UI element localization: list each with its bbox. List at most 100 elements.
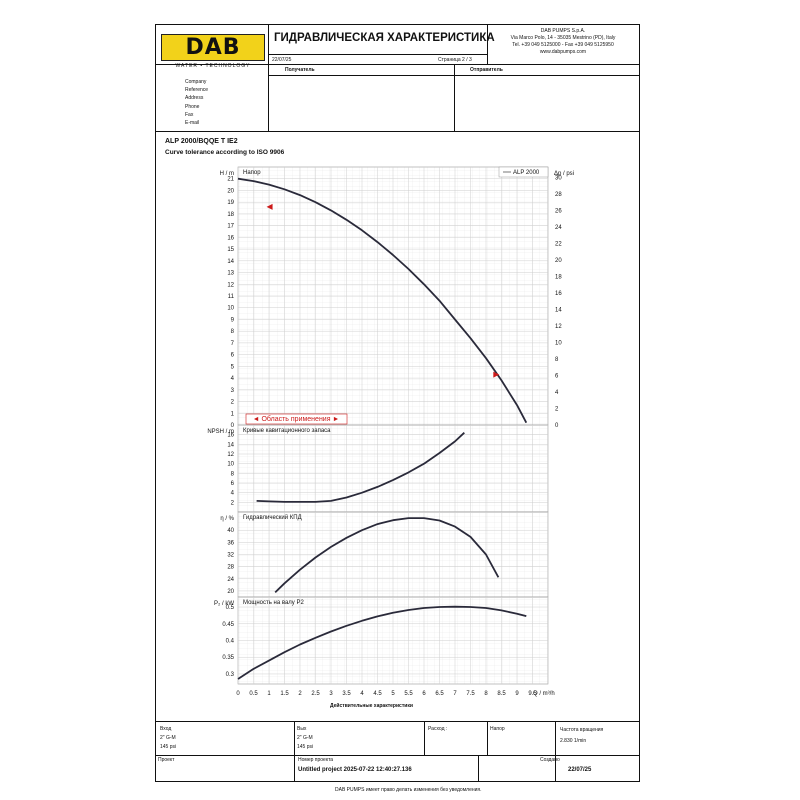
y-tick-label: 14	[227, 442, 234, 448]
receiver-label: Получатель	[285, 67, 315, 73]
y-tick-label: 0.45	[222, 622, 234, 628]
y-tick-label: 20	[227, 589, 234, 595]
y-tick-label: 24	[227, 577, 234, 583]
curve-КПД	[274, 517, 500, 594]
y-tick-label: 12	[227, 452, 234, 458]
company-phone: Tel. +39 049 5125000 - Fax +39 049 51259…	[512, 42, 614, 48]
y-tick-label: 14	[227, 259, 234, 265]
x-tick-label: 3	[329, 691, 333, 697]
right-tick-label: 8	[555, 357, 559, 363]
divider	[155, 131, 640, 132]
operating-range-box	[245, 413, 348, 425]
y-tick-label: 20	[227, 188, 234, 194]
right-tick-label: 16	[555, 291, 562, 297]
x-tick-label: 0.5	[249, 691, 258, 697]
company-address: Via Marco Polo, 14 - 35035 Mestrino (PD)…	[510, 35, 616, 41]
outlet-size: 2" G-M	[297, 735, 313, 741]
y-tick-label: 28	[227, 565, 234, 571]
panel-title: Гидравлический КПД	[243, 514, 302, 521]
x-tick-label: 5.5	[404, 691, 413, 697]
y-tick-label: 6	[231, 353, 235, 359]
divider	[487, 24, 488, 64]
x-tick-label: 9	[515, 691, 519, 697]
company-name: DAB PUMPS S.p.A.	[540, 28, 586, 34]
y-tick-label: 8	[231, 471, 235, 477]
y-tick-label: 3	[231, 388, 235, 394]
disclaimer: DAB PUMPS имеет право делать изменения б…	[335, 787, 482, 793]
divider	[478, 755, 479, 781]
x-tick-label: 8	[484, 691, 488, 697]
y-tick-label: 32	[227, 553, 234, 559]
y-tick-label: 40	[227, 528, 234, 534]
y-tick-label: 1	[231, 411, 235, 417]
right-tick-label: 18	[555, 275, 562, 281]
dab-logo: DAB	[161, 34, 265, 61]
y-tick-label: 10	[227, 462, 234, 468]
created-label: Создано	[540, 757, 560, 763]
divider	[424, 721, 425, 755]
x-axis-label: Q / m³/h	[533, 691, 555, 697]
panel-title: Мощность на валу P2	[243, 600, 304, 606]
right-tick-label: 22	[555, 242, 562, 248]
project-number-label: Номер проекта	[298, 757, 334, 763]
created-value: 22/07/25	[568, 767, 592, 773]
y-tick-label: 0.4	[226, 639, 235, 645]
y-tick-label: 0	[231, 423, 235, 429]
speed-value: 2.830 1/min	[560, 738, 587, 744]
x-tick-label: 2	[298, 691, 302, 697]
outlet-label: Вых	[297, 726, 307, 732]
page-title: ГИДРАВЛИЧЕСКАЯ ХАРАКТЕРИСТИКА	[274, 32, 495, 44]
right-tick-label: 0	[555, 423, 559, 429]
speed-label: Частота вращения	[560, 727, 604, 733]
x-tick-label: 7.5	[466, 691, 475, 697]
x-tick-label: 4.5	[373, 691, 382, 697]
logo-text: DAB	[185, 35, 241, 60]
curve-P2	[237, 605, 527, 680]
right-tick-label: 4	[555, 390, 559, 396]
right-tick-label: 12	[555, 324, 562, 330]
divider	[268, 24, 269, 131]
y-tick-label: 7	[231, 341, 235, 347]
range-marker	[493, 371, 500, 378]
x-axis-caption: Действительные характеристики	[330, 703, 413, 709]
y-tick-label: 4	[231, 491, 235, 497]
right-tick-label: 6	[555, 374, 559, 380]
company-website: www.dabpumps.com	[539, 49, 587, 55]
curve-ALP 2000	[237, 177, 528, 424]
logo-tagline: WATER • TECHNOLOGY	[175, 63, 251, 69]
right-tick-label: 10	[555, 341, 562, 347]
x-tick-label: 3.5	[342, 691, 351, 697]
y-tick-label: 0.5	[226, 605, 235, 611]
y-tick-label: 4	[231, 376, 235, 382]
divider	[454, 64, 455, 131]
x-tick-label: 4	[360, 691, 364, 697]
x-tick-label: 5	[391, 691, 395, 697]
product-model: ALP 2000/BQQE T IE2	[165, 138, 238, 145]
x-tick-label: 6	[422, 691, 426, 697]
y-tick-label: 13	[227, 271, 234, 277]
y-axis-label: η / %	[220, 516, 234, 522]
x-tick-label: 6.5	[435, 691, 444, 697]
y-tick-label: 16	[227, 235, 234, 241]
x-tick-label: 8.5	[497, 691, 506, 697]
y-tick-label: 2	[231, 400, 235, 406]
right-tick-label: 2	[555, 407, 559, 413]
divider	[268, 54, 487, 55]
y-tick-label: 6	[231, 481, 235, 487]
doc-date: 22/07/25	[272, 57, 292, 63]
right-tick-label: 26	[555, 209, 562, 215]
field-reference: Reference	[185, 87, 209, 93]
inlet-pressure: 145 psi	[160, 744, 177, 750]
y-tick-label: 8	[231, 329, 235, 335]
y-tick-label: 21	[227, 177, 234, 183]
project-number-value: Untitled project 2025-07-22 12:40:27.136	[298, 767, 412, 773]
page-number: Страница 2 / 3	[438, 57, 472, 63]
inlet-size: 2" G-M	[160, 735, 176, 741]
y-tick-label: 17	[227, 224, 234, 230]
y-tick-label: 18	[227, 212, 234, 218]
y-axis-label: H / m	[220, 171, 234, 177]
y-tick-label: 12	[227, 282, 234, 288]
right-tick-label: 14	[555, 308, 562, 314]
y-tick-label: 19	[227, 200, 234, 206]
